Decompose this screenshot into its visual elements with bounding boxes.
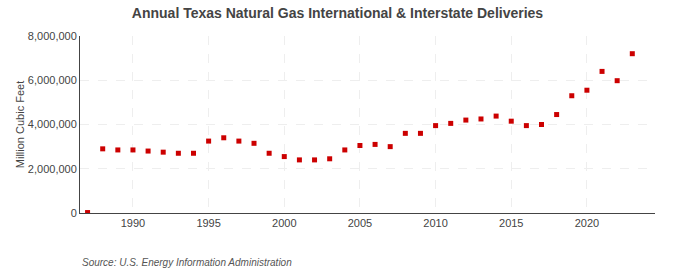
svg-text:1990: 1990 [121,217,145,229]
svg-text:2010: 2010 [423,217,447,229]
svg-text:1995: 1995 [196,217,220,229]
svg-text:2,000,000: 2,000,000 [28,163,77,175]
svg-text:6,000,000: 6,000,000 [28,74,77,86]
svg-text:4,000,000: 4,000,000 [28,118,77,130]
svg-text:Annual Texas Natural Gas Inter: Annual Texas Natural Gas International &… [132,5,544,21]
svg-text:8,000,000: 8,000,000 [28,30,77,42]
svg-text:Source: U.S. Energy Informatio: Source: U.S. Energy Information Administ… [82,257,292,268]
svg-text:2005: 2005 [348,217,372,229]
svg-text:2000: 2000 [272,217,296,229]
svg-text:2015: 2015 [499,217,523,229]
svg-text:Million Cubic Feet: Million Cubic Feet [14,81,26,168]
svg-text:2020: 2020 [575,217,599,229]
svg-text:0: 0 [71,207,77,219]
